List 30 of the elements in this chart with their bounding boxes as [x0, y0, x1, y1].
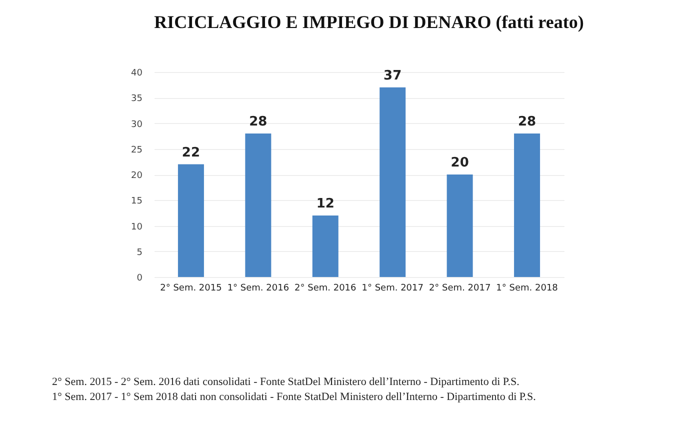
- data-label: 28: [249, 114, 268, 130]
- y-tick-label: 10: [131, 222, 143, 232]
- y-tick-label: 25: [131, 145, 142, 156]
- bar: [446, 174, 473, 277]
- bar: [245, 134, 272, 277]
- data-label: 20: [450, 156, 469, 170]
- y-tick-label: 30: [131, 120, 143, 130]
- y-tick-label: 35: [131, 94, 142, 104]
- x-tick-label: 2° Sem. 2017: [428, 284, 491, 294]
- x-tick-label: 2° Sem. 2016: [294, 284, 357, 294]
- text: 1° Sem. 2017 - 1° Sem 2018 dati non consolidati - Fonte StatDel Ministero dell’Interno - Dipartimento di P.S.: [52, 391, 536, 403]
- bar: [380, 87, 406, 277]
- x-tick-label: 1° Sem. 2017: [362, 284, 424, 294]
- y-tick-label: 20: [131, 171, 143, 181]
- x-tick-label: 1° Sem. 2018: [496, 284, 558, 294]
- bar: [514, 134, 540, 277]
- data-label: 37: [384, 68, 402, 84]
- chart-title: RICICLAGGIO E IMPIEGO DI DENARO (fatti reato): [154, 12, 584, 32]
- text: 2° Sem. 2015 - 2° Sem. 2016 dati consolidati - Fonte StatDel Ministero dell’Interno - Dipartimento di P.S.: [52, 376, 520, 388]
- y-tick-label: 40: [131, 68, 143, 78]
- data-label: 28: [518, 114, 536, 130]
- x-tick-label: 1° Sem. 2016: [227, 284, 290, 294]
- bar: [312, 216, 338, 277]
- x-tick-label: 2° Sem. 2015: [160, 284, 222, 294]
- y-tick-label: 5: [136, 248, 142, 258]
- y-tick-label: 0: [136, 274, 143, 284]
- data-label: 22: [182, 145, 200, 160]
- bar: [178, 164, 204, 277]
- data-label: 12: [316, 196, 334, 212]
- y-tick-label: 15: [131, 196, 142, 207]
